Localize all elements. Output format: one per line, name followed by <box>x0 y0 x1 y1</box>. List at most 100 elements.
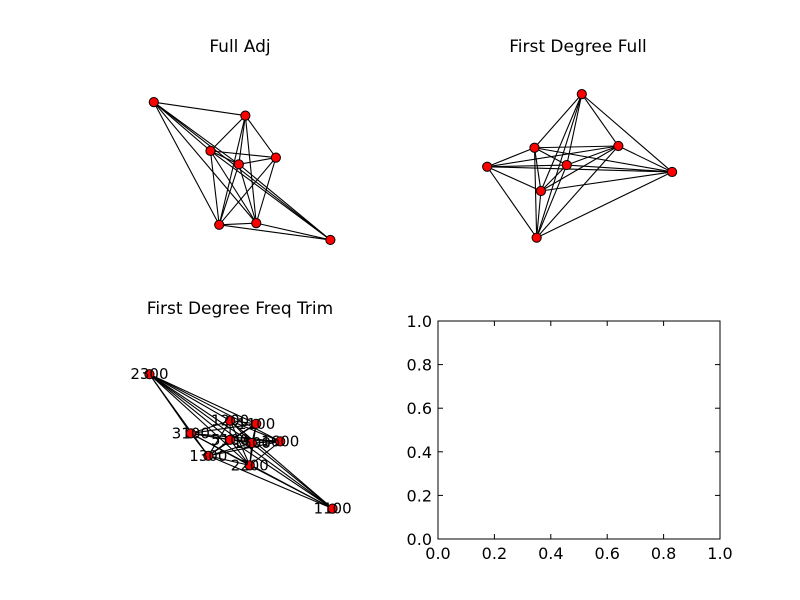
graph-edge <box>153 101 331 241</box>
graph-edge <box>566 93 583 166</box>
graph-edge <box>210 150 257 224</box>
subplot-title-first-degree-full: First Degree Full <box>509 37 647 57</box>
graph-edge <box>249 440 281 466</box>
node-layer <box>148 97 336 246</box>
graph-edge <box>238 115 246 165</box>
graph-edge <box>229 439 251 466</box>
graph-edge <box>210 150 276 159</box>
graph-edge <box>209 150 220 225</box>
graph-edge <box>244 115 277 158</box>
graph-edge <box>208 455 250 466</box>
graph-edge <box>208 442 253 457</box>
edge-layer <box>486 93 673 239</box>
graph-edge <box>153 101 220 226</box>
node-label: 1500 <box>233 434 271 452</box>
graph-node <box>225 415 236 426</box>
subplot-first-degree-full: First Degree Full <box>482 37 678 243</box>
graph-node <box>251 218 262 229</box>
graph-edge <box>190 420 231 434</box>
x-tick-label: 0.6 <box>594 544 619 563</box>
graph-edge <box>486 166 542 192</box>
x-tick-label: 0.8 <box>651 544 676 563</box>
node-label: 1200 <box>211 412 249 430</box>
graph-edge <box>148 373 209 457</box>
graph-node <box>270 152 281 163</box>
x-axis: 0.0 0.2 0.4 0.6 0.8 1.0 <box>425 321 733 563</box>
graph-node <box>185 428 196 439</box>
graph-edge <box>487 164 567 168</box>
graph-node <box>327 503 338 514</box>
graph-edge <box>533 147 542 192</box>
graph-edge <box>238 157 276 165</box>
graph-edge <box>190 423 257 434</box>
graph-edge <box>487 166 673 173</box>
y-tick-label: 0.4 <box>407 443 432 462</box>
graph-edge <box>618 145 673 173</box>
y-tick-label: 0.2 <box>407 486 432 505</box>
graph-node <box>561 159 572 171</box>
graph-edge <box>238 163 331 241</box>
node-label: 2200 <box>231 456 269 474</box>
graph-edge <box>190 432 281 442</box>
graph-node <box>251 418 262 429</box>
graph-edge <box>218 115 246 225</box>
x-tick-label: 0.0 <box>425 544 450 563</box>
node-layer <box>482 89 678 243</box>
graph-edge <box>536 145 619 239</box>
graph-edge <box>255 157 277 224</box>
y-tick-label: 0.6 <box>407 399 432 418</box>
edge-layer <box>153 101 331 241</box>
graph-node <box>275 436 286 447</box>
subplot-title-first-degree-freq-trim: First Degree Freq Trim <box>147 299 333 319</box>
graph-edge <box>487 145 619 168</box>
graph-node <box>214 219 225 230</box>
graph-node <box>240 110 251 121</box>
graph-edge <box>149 373 257 425</box>
graph-edge <box>238 164 257 224</box>
graph-edge <box>534 145 619 149</box>
graph-edge <box>581 93 673 173</box>
graph-node <box>203 450 214 461</box>
node-label: 2300 <box>130 365 168 383</box>
y-tick-label: 1.0 <box>407 312 432 331</box>
graph-edge <box>229 420 333 510</box>
node-label: 5100 <box>211 431 249 449</box>
graph-edge <box>244 115 257 224</box>
graph-edge <box>533 147 538 238</box>
graph-node <box>205 145 216 156</box>
graph-edge <box>540 93 583 192</box>
node-label: 1600 <box>261 432 299 450</box>
graph-edge <box>153 101 257 224</box>
graph-edge <box>210 150 331 241</box>
y-tick-label: 0.8 <box>407 356 432 375</box>
graph-edge <box>153 101 246 117</box>
edge-layer <box>148 373 333 510</box>
graph-edge <box>219 222 257 226</box>
graph-node <box>613 140 624 152</box>
graph-node <box>482 161 493 172</box>
graph-node <box>529 142 540 153</box>
y-axis: 0.0 0.2 0.4 0.6 0.8 1.0 <box>407 312 720 549</box>
graph-edge <box>540 145 619 192</box>
graph-edge <box>536 190 542 238</box>
axes-frame <box>437 320 721 540</box>
graph-node <box>667 166 678 178</box>
graph-edge <box>566 164 673 173</box>
graph-node <box>225 434 236 445</box>
graph-node <box>325 234 336 246</box>
subplot-empty-axes: 0.0 0.2 0.4 0.6 0.8 1.0 0.0 0.2 0.4 0.6 0.8 1.0 <box>407 312 733 563</box>
graph-edge <box>218 157 277 226</box>
graph-edge <box>540 164 568 192</box>
graph-node <box>535 185 547 197</box>
graph-edge <box>208 440 281 457</box>
graph-edge <box>218 164 240 225</box>
graph-edge <box>153 101 211 152</box>
y-tick-label: 0.0 <box>407 530 432 549</box>
x-tick-label: 0.2 <box>482 544 507 563</box>
graph-node <box>244 460 255 471</box>
graph-edge <box>536 171 673 239</box>
graph-node <box>531 232 542 243</box>
